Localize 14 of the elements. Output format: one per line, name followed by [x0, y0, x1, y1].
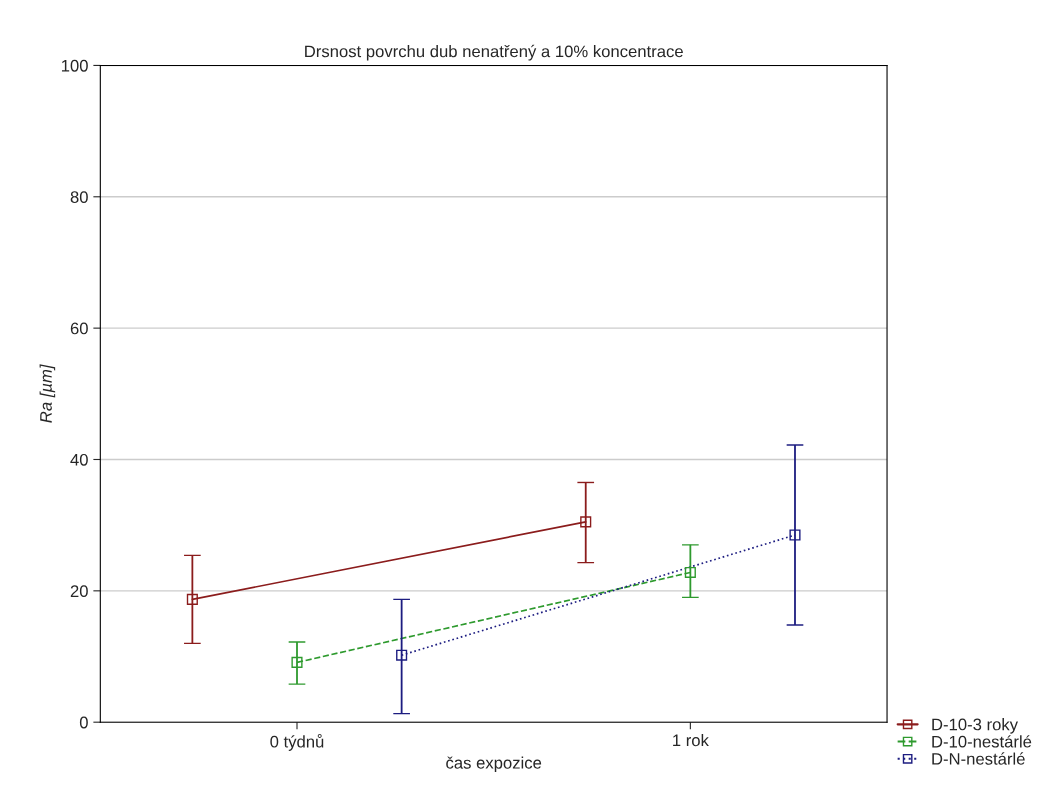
legend-label: D-10-3 roky [932, 718, 1018, 734]
legend-label: D-10-nestárlé [932, 735, 1032, 748]
y-tick-label: 80 [70, 191, 88, 203]
y-tick-label: 60 [70, 322, 88, 335]
y-tick-label: 20 [70, 585, 88, 598]
y-tick-label: 100 [61, 59, 88, 72]
chart-title: Drsnost povrchu dub nenatřený a 10% koncentrace [305, 44, 683, 61]
legend-label: D-N-nestárlé [932, 752, 1025, 765]
x-tick-label: 0 týdnů [270, 734, 324, 751]
y-axis-title: Ra [µm] [39, 364, 56, 423]
y-tick-label: 0 [79, 716, 88, 729]
x-tick-label: 1 rok [673, 734, 709, 747]
y-tick-label: 40 [70, 453, 88, 466]
x-axis-title: čas expozice [446, 756, 542, 773]
